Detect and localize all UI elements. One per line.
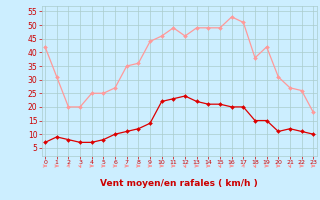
X-axis label: Vent moyen/en rafales ( km/h ): Vent moyen/en rafales ( km/h ) [100,179,258,188]
